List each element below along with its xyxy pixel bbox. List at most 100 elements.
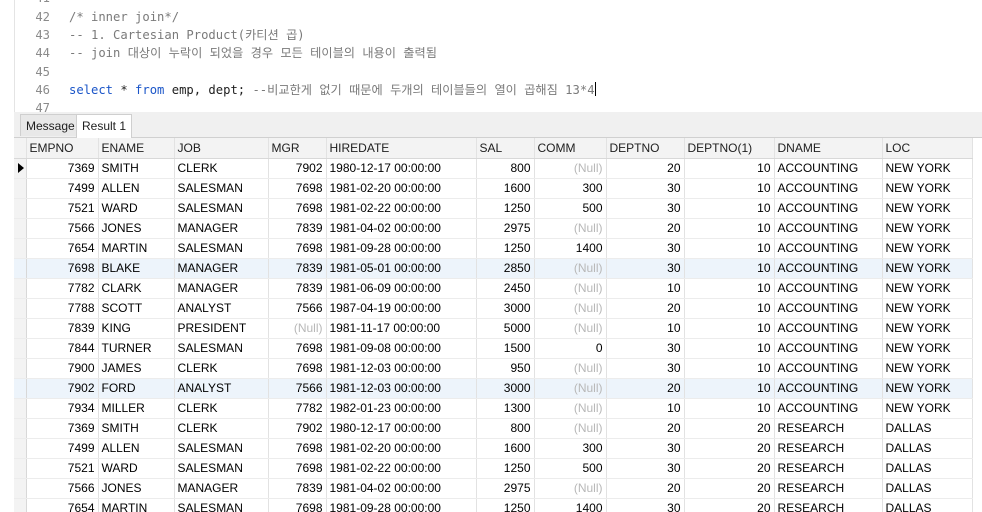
table-cell[interactable]: 20 [684,418,775,439]
tab-result-1[interactable]: Result 1 [76,114,133,138]
table-cell[interactable]: 7844 [26,338,99,359]
table-cell[interactable]: NEW YORK [882,198,973,219]
table-cell[interactable]: 3000 [476,298,535,319]
table-cell[interactable]: 10 [684,318,775,339]
table-cell[interactable]: 10 [684,238,775,259]
table-cell[interactable]: 1600 [476,438,535,459]
table-cell[interactable]: ACCOUNTING [774,318,883,339]
table-cell[interactable]: CLERK [174,358,269,379]
table-cell[interactable]: 7698 [268,338,327,359]
table-cell[interactable]: MANAGER [174,258,269,279]
table-cell[interactable]: 10 [684,158,775,179]
table-cell[interactable]: ACCOUNTING [774,378,883,399]
table-cell[interactable]: CLERK [174,158,269,179]
table-cell[interactable]: (Null) [534,358,607,379]
table-row[interactable]: 7782 CLARK MANAGER 7839 1981-06-09 00:00:00 2… [14,278,973,299]
table-cell[interactable]: 7499 [26,438,99,459]
table-cell[interactable]: 1981-02-20 00:00:00 [326,438,477,459]
table-cell[interactable]: FORD [98,378,175,399]
table-cell[interactable]: 7698 [268,238,327,259]
table-cell[interactable]: SMITH [98,418,175,439]
table-cell[interactable]: (Null) [534,158,607,179]
column-header[interactable]: MGR [268,138,327,159]
table-cell[interactable]: 7698 [26,258,99,279]
row-indicator[interactable] [14,218,27,239]
table-cell[interactable]: SALESMAN [174,438,269,459]
table-row[interactable]: 7369 SMITH CLERK 7902 1980-12-17 00:00:00 800… [14,418,973,439]
table-cell[interactable]: 1981-09-28 00:00:00 [326,238,477,259]
table-cell[interactable]: (Null) [268,318,327,339]
row-indicator[interactable] [14,258,27,279]
table-cell[interactable]: PRESIDENT [174,318,269,339]
table-cell[interactable]: 7566 [26,218,99,239]
table-cell[interactable]: ANALYST [174,298,269,319]
table-cell[interactable]: SALESMAN [174,458,269,479]
table-cell[interactable]: SCOTT [98,298,175,319]
table-cell[interactable]: 7566 [268,378,327,399]
table-cell[interactable]: 1981-05-01 00:00:00 [326,258,477,279]
table-cell[interactable]: DALLAS [882,458,973,479]
table-cell[interactable]: 1981-12-03 00:00:00 [326,378,477,399]
table-cell[interactable]: 1980-12-17 00:00:00 [326,418,477,439]
column-header[interactable]: JOB [174,138,269,159]
table-cell[interactable]: 7782 [26,278,99,299]
table-cell[interactable]: ACCOUNTING [774,358,883,379]
table-cell[interactable]: 10 [684,398,775,419]
table-cell[interactable]: 7782 [268,398,327,419]
table-cell[interactable]: ALLEN [98,178,175,199]
table-cell[interactable]: RESEARCH [774,418,883,439]
table-cell[interactable]: (Null) [534,258,607,279]
table-cell[interactable]: SALESMAN [174,178,269,199]
table-cell[interactable]: SALESMAN [174,238,269,259]
row-indicator[interactable] [14,158,27,179]
row-indicator[interactable] [14,338,27,359]
table-cell[interactable]: ALLEN [98,438,175,459]
table-cell[interactable]: 30 [606,458,685,479]
table-cell[interactable]: ACCOUNTING [774,198,883,219]
table-cell[interactable]: 20 [684,458,775,479]
table-cell[interactable]: 1980-12-17 00:00:00 [326,158,477,179]
table-cell[interactable]: 0 [534,338,607,359]
table-cell[interactable]: 10 [684,378,775,399]
table-cell[interactable]: NEW YORK [882,298,973,319]
table-cell[interactable]: 1981-02-22 00:00:00 [326,198,477,219]
column-header[interactable]: COMM [534,138,607,159]
table-cell[interactable]: MANAGER [174,278,269,299]
table-cell[interactable]: 2975 [476,478,535,499]
column-header[interactable]: SAL [476,138,535,159]
table-cell[interactable]: 1982-01-23 00:00:00 [326,398,477,419]
table-row[interactable]: 7499 ALLEN SALESMAN 7698 1981-02-20 00:00:00… [14,438,973,459]
table-cell[interactable]: ACCOUNTING [774,338,883,359]
table-cell[interactable]: (Null) [534,218,607,239]
row-indicator[interactable] [14,358,27,379]
row-indicator[interactable] [14,418,27,439]
table-cell[interactable]: 1500 [476,338,535,359]
table-cell[interactable]: 7839 [268,258,327,279]
table-cell[interactable]: RESEARCH [774,498,883,512]
row-indicator[interactable] [14,378,27,399]
table-cell[interactable]: 2450 [476,278,535,299]
table-cell[interactable]: ACCOUNTING [774,278,883,299]
table-cell[interactable]: ANALYST [174,378,269,399]
table-cell[interactable]: 20 [606,418,685,439]
table-cell[interactable]: DALLAS [882,418,973,439]
column-header[interactable]: DEPTNO [606,138,685,159]
table-cell[interactable]: ACCOUNTING [774,218,883,239]
column-header[interactable]: LOC [882,138,973,159]
table-cell[interactable]: MARTIN [98,498,175,512]
table-cell[interactable]: 1981-04-02 00:00:00 [326,218,477,239]
table-cell[interactable]: 1981-04-02 00:00:00 [326,478,477,499]
table-cell[interactable]: CLARK [98,278,175,299]
table-cell[interactable]: 10 [684,198,775,219]
table-cell[interactable]: 1600 [476,178,535,199]
column-header[interactable]: HIREDATE [326,138,477,159]
row-indicator[interactable] [14,398,27,419]
table-cell[interactable]: 2850 [476,258,535,279]
table-cell[interactable]: 2975 [476,218,535,239]
table-cell[interactable]: 1250 [476,198,535,219]
table-cell[interactable]: 7654 [26,498,99,512]
table-cell[interactable]: (Null) [534,478,607,499]
table-cell[interactable]: 7499 [26,178,99,199]
table-cell[interactable]: 7698 [268,498,327,512]
table-cell[interactable]: WARD [98,458,175,479]
